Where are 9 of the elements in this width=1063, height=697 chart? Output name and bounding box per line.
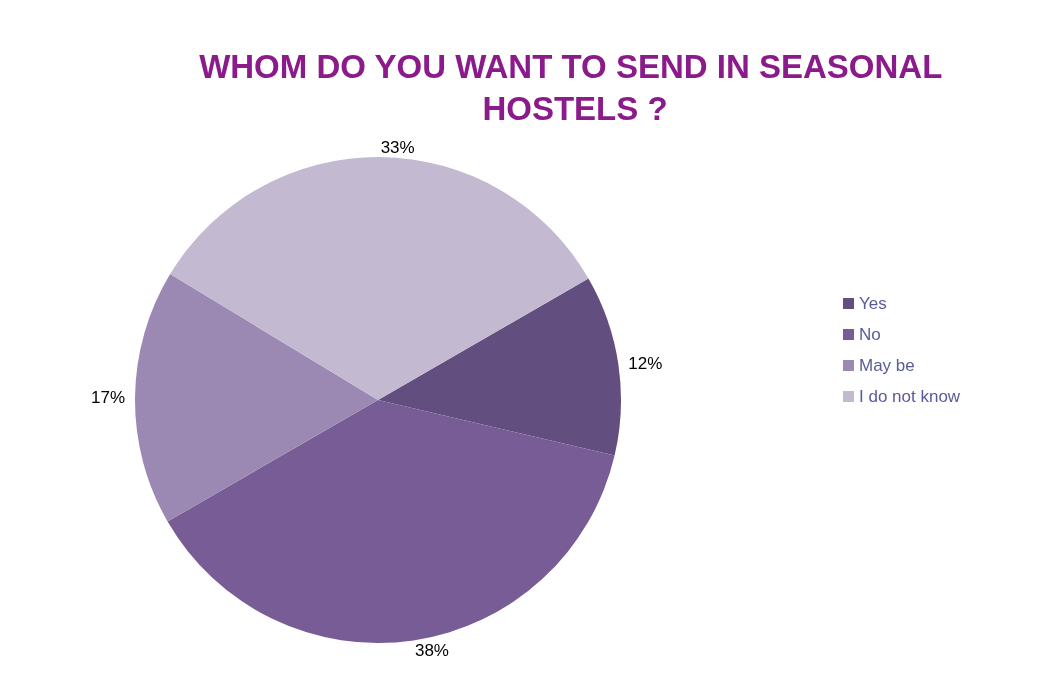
data-label: 33% [380,137,415,157]
legend-label: May be [859,356,915,375]
chart-title: WHOM DO YOU WANT TO SEND IN SEASONAL HOSTELS ? [199,47,951,127]
legend-label: No [859,325,881,344]
legend-label: Yes [859,294,887,313]
data-label: 12% [628,353,663,373]
data-label: 38% [414,640,449,660]
data-label: 17% [90,387,126,407]
legend-label: I do not know [859,387,961,406]
